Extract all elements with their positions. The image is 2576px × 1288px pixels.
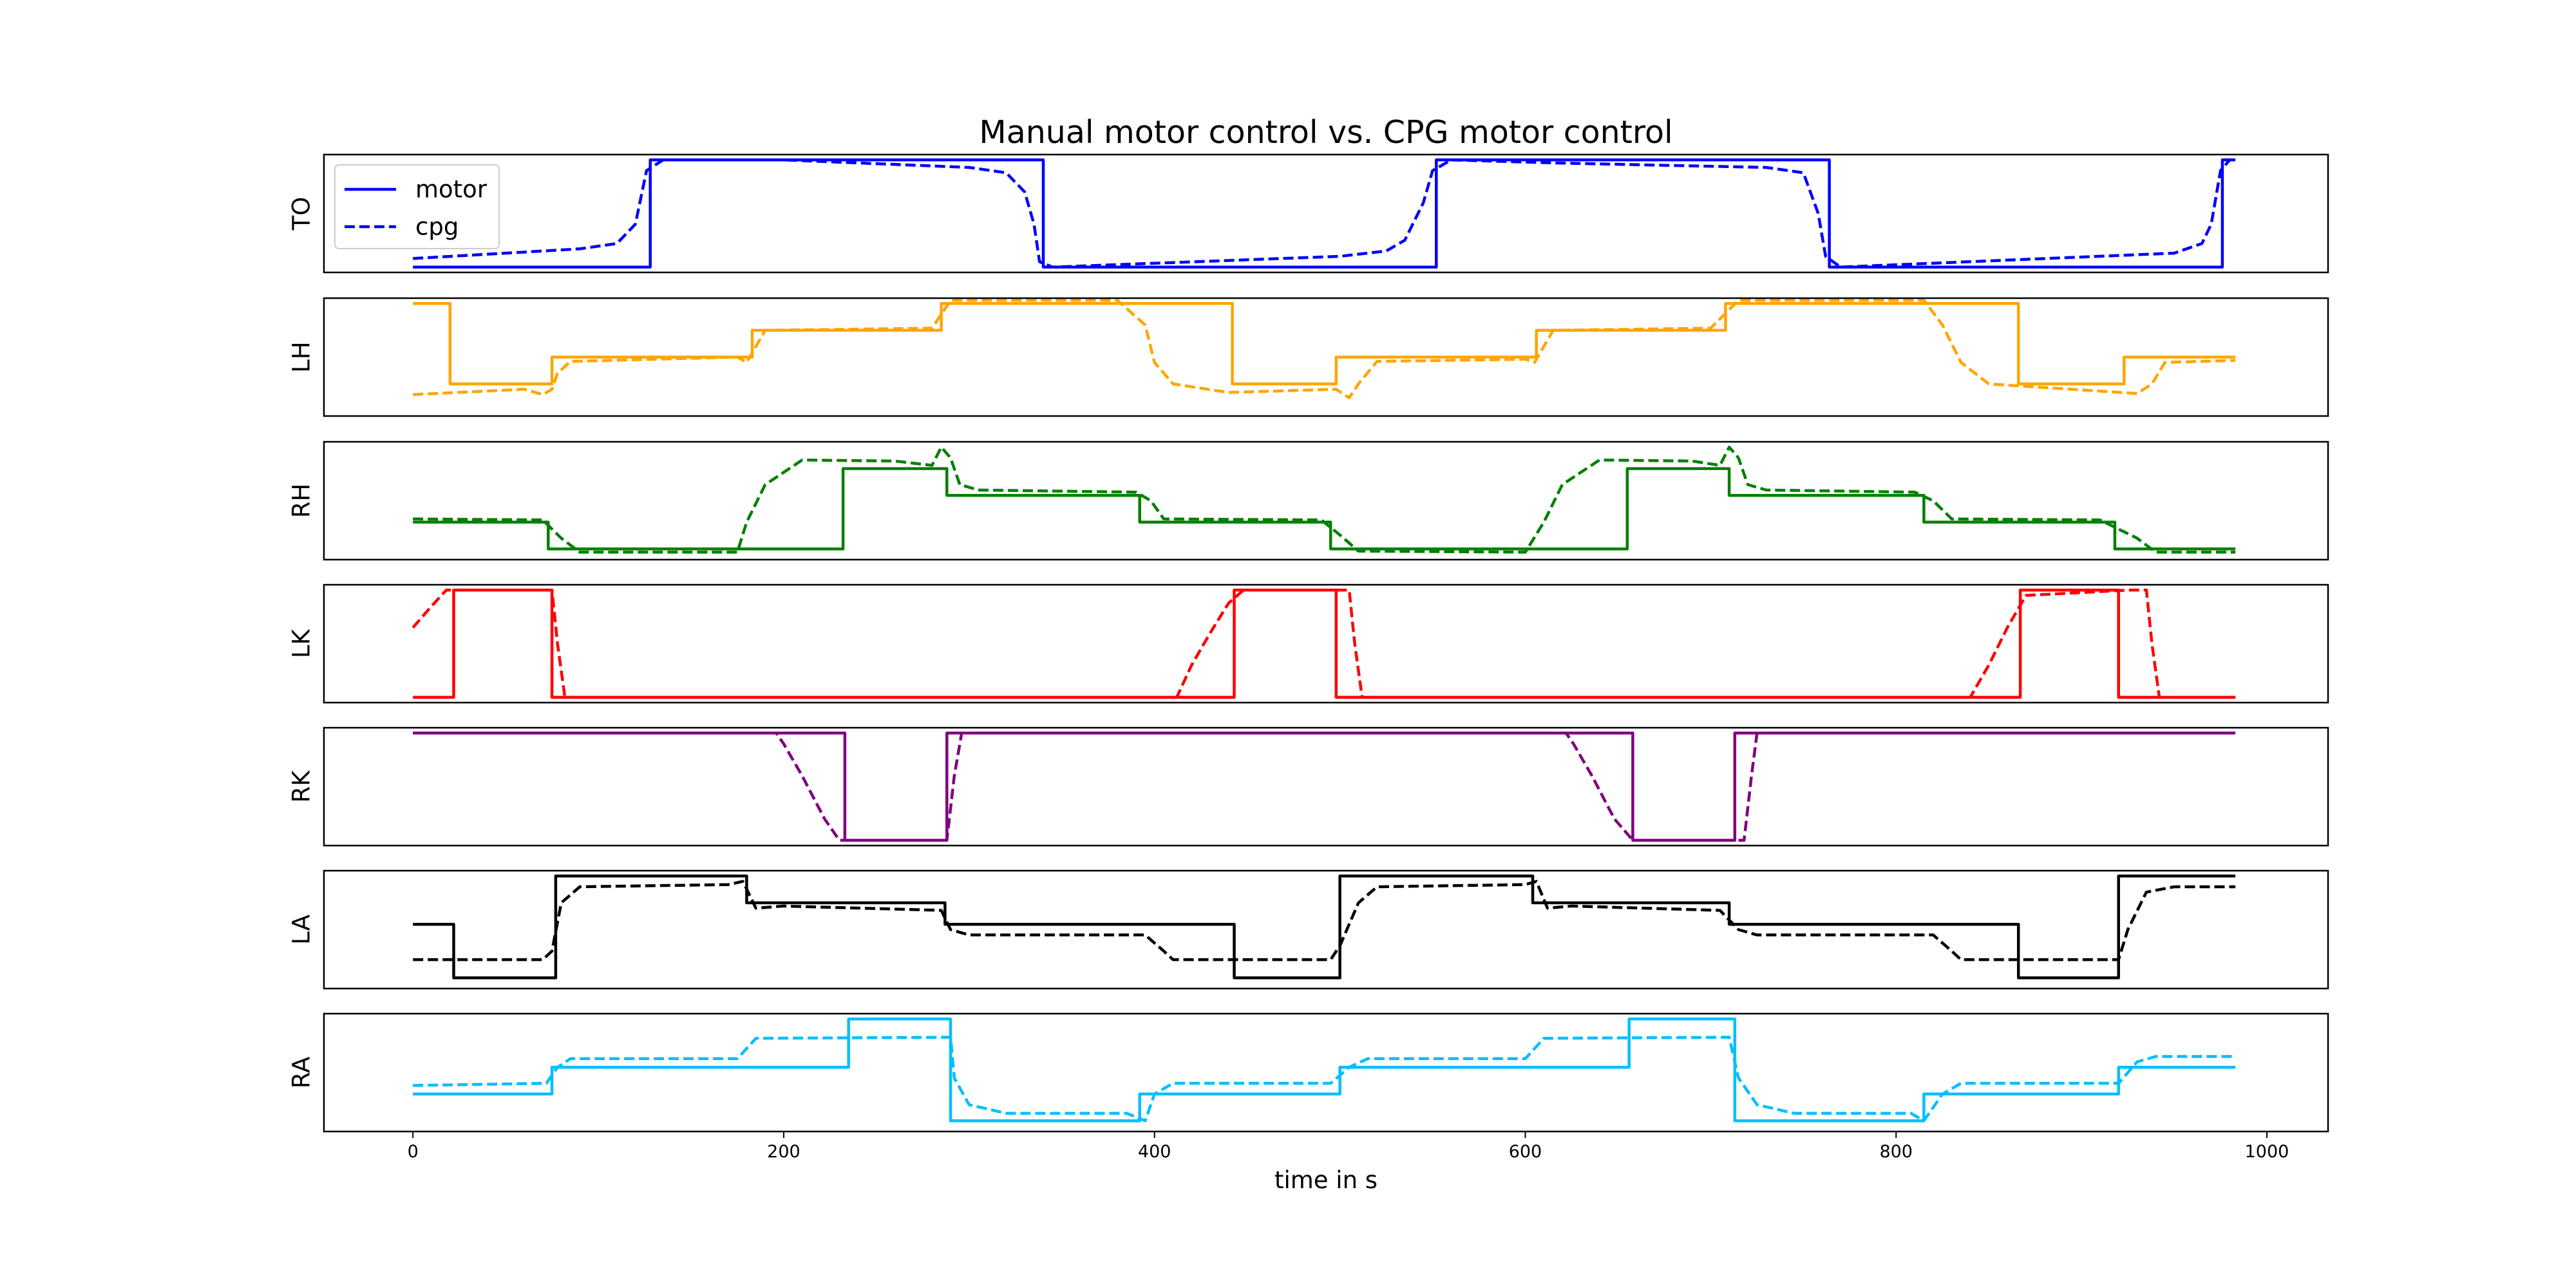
x-tick-label: 600 bbox=[1509, 1142, 1542, 1162]
x-tick-label: 200 bbox=[767, 1142, 800, 1162]
panel-ra: RA bbox=[288, 1012, 2329, 1133]
panel-frame bbox=[323, 726, 2329, 847]
rk-cpg-line bbox=[413, 732, 2236, 842]
x-axis-label: time in s bbox=[1274, 1166, 1378, 1194]
to-cpg-line bbox=[413, 158, 2236, 269]
x-tick-label: 400 bbox=[1138, 1142, 1171, 1162]
panel-frame bbox=[323, 1012, 2329, 1133]
panel-frame bbox=[323, 297, 2329, 417]
panel-frame bbox=[323, 583, 2329, 704]
x-axis: 0 200 400 600 800 1000 bbox=[408, 1132, 2289, 1162]
y-axis-label-rk: RK bbox=[288, 770, 316, 803]
la-motor-line bbox=[413, 875, 2236, 980]
panel-frame bbox=[323, 440, 2329, 561]
y-axis-label-ra: RA bbox=[288, 1057, 316, 1089]
legend: motor cpg bbox=[334, 164, 500, 249]
chart-title: Manual motor control vs. CPG motor contr… bbox=[979, 114, 1672, 151]
y-axis-label-rh: RH bbox=[288, 484, 316, 518]
ra-motor-line bbox=[413, 1018, 2236, 1122]
lk-motor-line bbox=[413, 589, 2236, 699]
panel-lh: LH bbox=[288, 297, 2329, 417]
lk-cpg-line bbox=[412, 589, 2236, 699]
panel-rh: RH bbox=[288, 440, 2329, 561]
lh-cpg-line bbox=[413, 299, 2236, 399]
panel-to: TO bbox=[288, 153, 2329, 274]
ra-cpg-line bbox=[413, 1036, 2236, 1122]
rh-motor-line bbox=[413, 467, 2236, 551]
la-cpg-line bbox=[413, 880, 2236, 961]
lh-motor-line bbox=[413, 302, 2236, 386]
panel-la: LA bbox=[288, 869, 2329, 990]
panel-rk: RK bbox=[288, 726, 2329, 847]
panel-frame bbox=[323, 153, 2329, 274]
panels: TO LH RH LK RK LA RA bbox=[288, 153, 2329, 1133]
x-tick-label: 0 bbox=[408, 1142, 419, 1162]
legend-motor-label: motor bbox=[415, 176, 488, 204]
y-axis-label-lk: LK bbox=[288, 628, 316, 658]
to-motor-line bbox=[413, 158, 2236, 269]
panel-lk: LK bbox=[288, 583, 2329, 704]
y-axis-label-lh: LH bbox=[288, 341, 316, 372]
x-tick-label: 800 bbox=[1879, 1142, 1913, 1162]
y-axis-label-la: LA bbox=[288, 914, 316, 945]
y-axis-label-to: TO bbox=[288, 197, 316, 231]
x-tick-label: 1000 bbox=[2245, 1142, 2289, 1162]
rk-motor-line bbox=[413, 732, 2236, 842]
legend-cpg-label: cpg bbox=[415, 213, 459, 241]
rh-cpg-line bbox=[413, 446, 2236, 554]
panel-frame bbox=[323, 869, 2329, 990]
